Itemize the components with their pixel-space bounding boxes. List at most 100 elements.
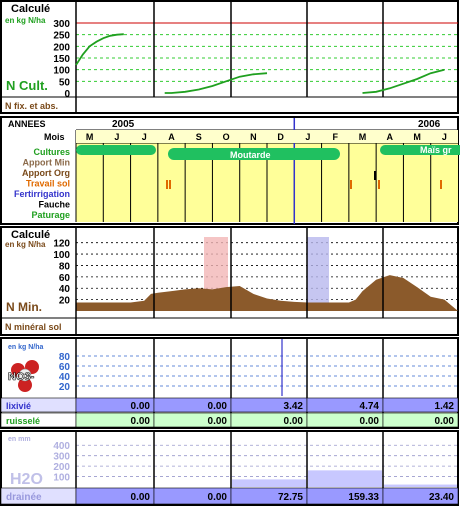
travail-sol-marker <box>166 180 168 189</box>
value-text: 3.42 <box>284 401 304 412</box>
y-tick-label: 100 <box>53 250 70 261</box>
no3-icon-atom <box>18 368 32 382</box>
y-tick-label: 40 <box>59 284 71 295</box>
value-text: 0.00 <box>131 416 151 427</box>
month-label: N <box>250 132 257 142</box>
y-tick-label: 40 <box>59 372 71 383</box>
value-text: 1.42 <box>435 401 455 412</box>
mois-label: Mois <box>44 132 65 142</box>
y-tick-label: 100 <box>53 66 70 77</box>
top-panel <box>0 0 459 114</box>
calendar-row-label: Travail sol <box>26 179 70 189</box>
no3-icon-label: NO3- <box>8 371 35 383</box>
month-label: M <box>86 132 94 142</box>
annees-label: ANNEES <box>8 119 46 129</box>
value-text: 0.00 <box>435 416 455 427</box>
no3-icon: NO3- <box>8 360 39 392</box>
nmin-month-dividers <box>75 228 384 335</box>
month-label: D <box>277 132 284 142</box>
h2o-bar <box>308 470 382 487</box>
no3-value-rows: lixivié 0.00 0.00 3.42 4.74 1.42 ruisselé 0.00 0… <box>0 397 459 428</box>
y-tick-label: 80 <box>59 261 71 272</box>
crop-bar-moutarde <box>168 148 340 160</box>
month-label: M <box>359 132 367 142</box>
travail-sol-marker <box>378 180 380 189</box>
month-label: A <box>168 132 175 142</box>
row-label: lixivié <box>6 401 31 411</box>
travail-sol-marker <box>169 180 171 189</box>
calendar-row-label: Fauche <box>38 200 70 210</box>
travail-sol-marker <box>440 180 442 189</box>
y-tick-label: 50 <box>59 77 71 88</box>
y-tick-label: 100 <box>53 473 70 484</box>
top-month-dividers <box>75 2 384 112</box>
travail-sol-markers <box>166 180 442 189</box>
y-tick-label: 400 <box>53 441 70 452</box>
value-text: 72.75 <box>278 492 303 503</box>
nmin-highlight-lavender <box>307 237 329 311</box>
nmin-area-series <box>76 275 458 311</box>
nmin-label: N Min. <box>6 300 42 314</box>
month-label: S <box>196 132 202 142</box>
y-tick-label: 120 <box>53 239 70 250</box>
y-tick-label: 80 <box>59 352 71 363</box>
ncult-label: N Cult. <box>6 78 48 93</box>
calendar-row-label: Apport Min <box>23 158 71 168</box>
value-text: 0.00 <box>360 416 380 427</box>
calendar-row-label: Paturage <box>31 210 70 220</box>
calendar-row-label: Fertirrigation <box>14 189 70 199</box>
month-label: J <box>442 132 447 142</box>
y-tick-label: 250 <box>53 31 70 42</box>
nmin-area <box>76 275 458 311</box>
value-cell <box>382 397 459 413</box>
ncult-line <box>75 33 124 66</box>
h2o-value-row: drainée 0.00 0.00 72.75 159.33 23.40 <box>0 487 459 505</box>
value-text: 23.40 <box>429 492 454 503</box>
crop-bar-mais <box>380 145 460 155</box>
h2o-bar <box>232 479 306 487</box>
ncult-series <box>75 33 445 94</box>
nmin-unit: en kg N/ha <box>5 240 46 249</box>
h2o-unit: en mm <box>8 436 31 443</box>
crop-label-moutarde: Moutarde <box>230 150 271 160</box>
h2o-bar <box>384 484 457 487</box>
top-unit: en kg N/ha <box>5 16 46 25</box>
apport-org-marker <box>374 171 376 180</box>
y-tick-label: 60 <box>59 273 71 284</box>
value-text: 0.00 <box>208 416 228 427</box>
travail-sol-marker <box>350 180 352 189</box>
value-text: 0.00 <box>208 401 228 412</box>
year-2006: 2006 <box>418 119 441 130</box>
month-header-bg <box>76 130 458 143</box>
value-cell <box>382 412 459 428</box>
month-label: J <box>305 132 310 142</box>
value-text: 0.00 <box>208 492 228 503</box>
value-text: 0.00 <box>131 492 151 503</box>
nfix-label: N fix. et abs. <box>5 101 58 111</box>
crop-bar-1 <box>76 145 156 155</box>
y-tick-label: 200 <box>53 42 70 53</box>
y-tick-label: 200 <box>53 462 70 473</box>
y-tick-label: 20 <box>59 382 71 393</box>
year-2005: 2005 <box>112 119 135 130</box>
top-title: Calculé <box>11 3 50 15</box>
month-label: F <box>332 132 338 142</box>
h2o-bars <box>232 470 457 487</box>
nmin-title: Calculé <box>11 229 50 241</box>
month-label: A <box>387 132 394 142</box>
y-tick-label: 150 <box>53 54 70 65</box>
top-grid <box>76 34 458 82</box>
calendar-row-label: Apport Org <box>22 168 70 178</box>
value-text: 0.00 <box>131 401 151 412</box>
ncult-line <box>362 68 445 94</box>
month-label: J <box>142 132 147 142</box>
value-text: 159.33 <box>348 492 379 503</box>
value-cell <box>382 487 459 505</box>
crop-label-mais: Maïs gr <box>420 145 452 155</box>
h2o-label: H2O <box>10 471 43 488</box>
value-text: 4.74 <box>360 401 380 412</box>
